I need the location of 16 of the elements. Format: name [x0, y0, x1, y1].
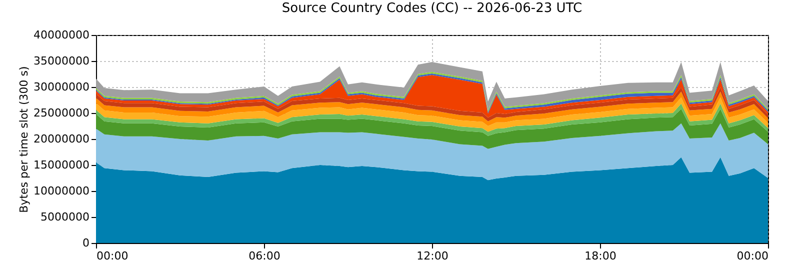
- chart-title: Source Country Codes (CC) -- 2026-06-23 UTC: [282, 1, 582, 16]
- x-tick-label: 00:00: [736, 250, 768, 262]
- y-tick-label: 40000000: [34, 28, 90, 42]
- x-tick-label: 18:00: [584, 250, 616, 262]
- y-tick-label: 0: [82, 236, 90, 250]
- x-tick-label: 06:00: [248, 250, 280, 262]
- x-tick-label: 12:00: [416, 250, 448, 262]
- y-tick-label: 15000000: [34, 158, 90, 172]
- x-tick-label: 00:00: [96, 250, 128, 262]
- y-tick-label: 10000000: [34, 184, 90, 198]
- y-tick-label: 25000000: [34, 106, 90, 120]
- y-tick-label: 5000000: [40, 210, 90, 224]
- y-axis-title: Bytes per time slot (300 s): [18, 66, 31, 213]
- y-tick-label: 35000000: [34, 54, 90, 68]
- y-tick-label: 30000000: [34, 80, 90, 94]
- y-tick-label: 20000000: [34, 132, 90, 146]
